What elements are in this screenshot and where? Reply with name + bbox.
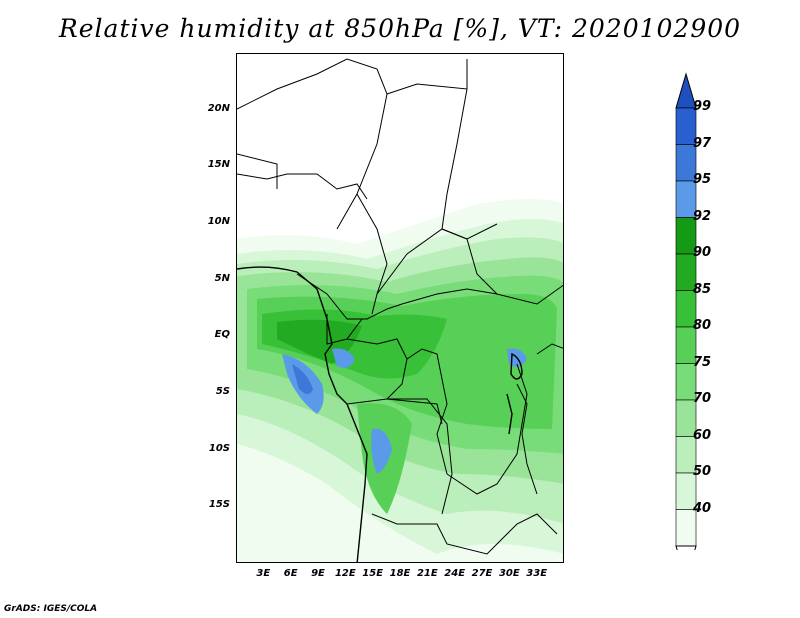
- border-line: [296, 273, 498, 320]
- lat-tick-label: 10S: [208, 442, 230, 454]
- lake-outline: [510, 352, 523, 380]
- lat-tick-label: 5N: [214, 272, 230, 284]
- map-title: Relative humidity at 850hPa [%], VT: 202…: [58, 14, 742, 43]
- border-line: [516, 383, 538, 495]
- map-panel: [236, 53, 564, 563]
- colorbar-bottom-arrow: [675, 545, 697, 550]
- lon-tick-label: 9E: [311, 568, 325, 579]
- lon-tick-label: 33E: [526, 568, 548, 579]
- border-line: [326, 314, 408, 400]
- coastline: [237, 266, 523, 562]
- colorbar: [675, 72, 697, 550]
- colorbar-level-label: 60: [693, 427, 712, 443]
- colorbar-level-label: 75: [693, 354, 712, 370]
- colorbar-level-label: 90: [693, 245, 712, 260]
- lon-tick-label: 12E: [334, 568, 356, 579]
- grads-credit: GrADS: IGES/COLA: [4, 604, 98, 614]
- lon-tick-label: 21E: [416, 568, 438, 579]
- border-line: [237, 58, 388, 230]
- colorbar-level-label: 97: [693, 135, 712, 151]
- colorbar-level-label: 40: [693, 500, 712, 516]
- border-line: [371, 513, 558, 555]
- lake-outline: [506, 393, 513, 435]
- border-line: [237, 153, 278, 189]
- humidity-shading: [237, 199, 563, 562]
- colorbar-level-label: 70: [693, 391, 712, 406]
- colorbar-level-label: 85: [693, 281, 712, 297]
- humidity-field: [237, 58, 563, 562]
- lat-tick-label: 5S: [215, 386, 230, 397]
- colorbar-level-label: 95: [693, 172, 712, 187]
- border-line: [356, 193, 388, 315]
- lon-tick-label: 24E: [444, 568, 466, 579]
- lon-tick-label: 3E: [256, 568, 271, 579]
- colorbar-level-label: 92: [693, 208, 712, 224]
- lat-tick-label: EQ: [214, 329, 230, 341]
- lat-tick-label: 15N: [207, 159, 230, 171]
- border-line: [386, 398, 443, 425]
- border-line: [441, 88, 498, 240]
- lat-tick-label: 20N: [207, 102, 230, 114]
- lon-tick-label: 6E: [283, 568, 298, 579]
- border-line: [536, 343, 563, 355]
- lat-tick-label: 10N: [207, 216, 230, 227]
- country-borders: [237, 58, 563, 555]
- lat-tick-label: 15S: [208, 499, 230, 511]
- border-line: [237, 173, 368, 200]
- lon-tick-label: 30E: [498, 568, 520, 579]
- colorbar-level-label: 50: [693, 464, 712, 479]
- border-line: [406, 348, 528, 495]
- border-line: [346, 318, 363, 340]
- rh-region-95-basin: [332, 348, 355, 368]
- colorbar-level-label: 80: [693, 318, 712, 333]
- rh-region-97-coast: [292, 364, 313, 394]
- colorbar-level-label: 99: [693, 99, 712, 114]
- border-line: [346, 398, 453, 515]
- border-line: [376, 228, 563, 305]
- rh-region-95-south: [371, 428, 392, 474]
- lon-tick-label: 15E: [362, 568, 384, 579]
- atlantic-coast: [237, 266, 368, 562]
- border-line: [386, 59, 468, 95]
- lon-tick-label: 18E: [389, 568, 411, 579]
- lon-tick-label: 27E: [471, 568, 493, 579]
